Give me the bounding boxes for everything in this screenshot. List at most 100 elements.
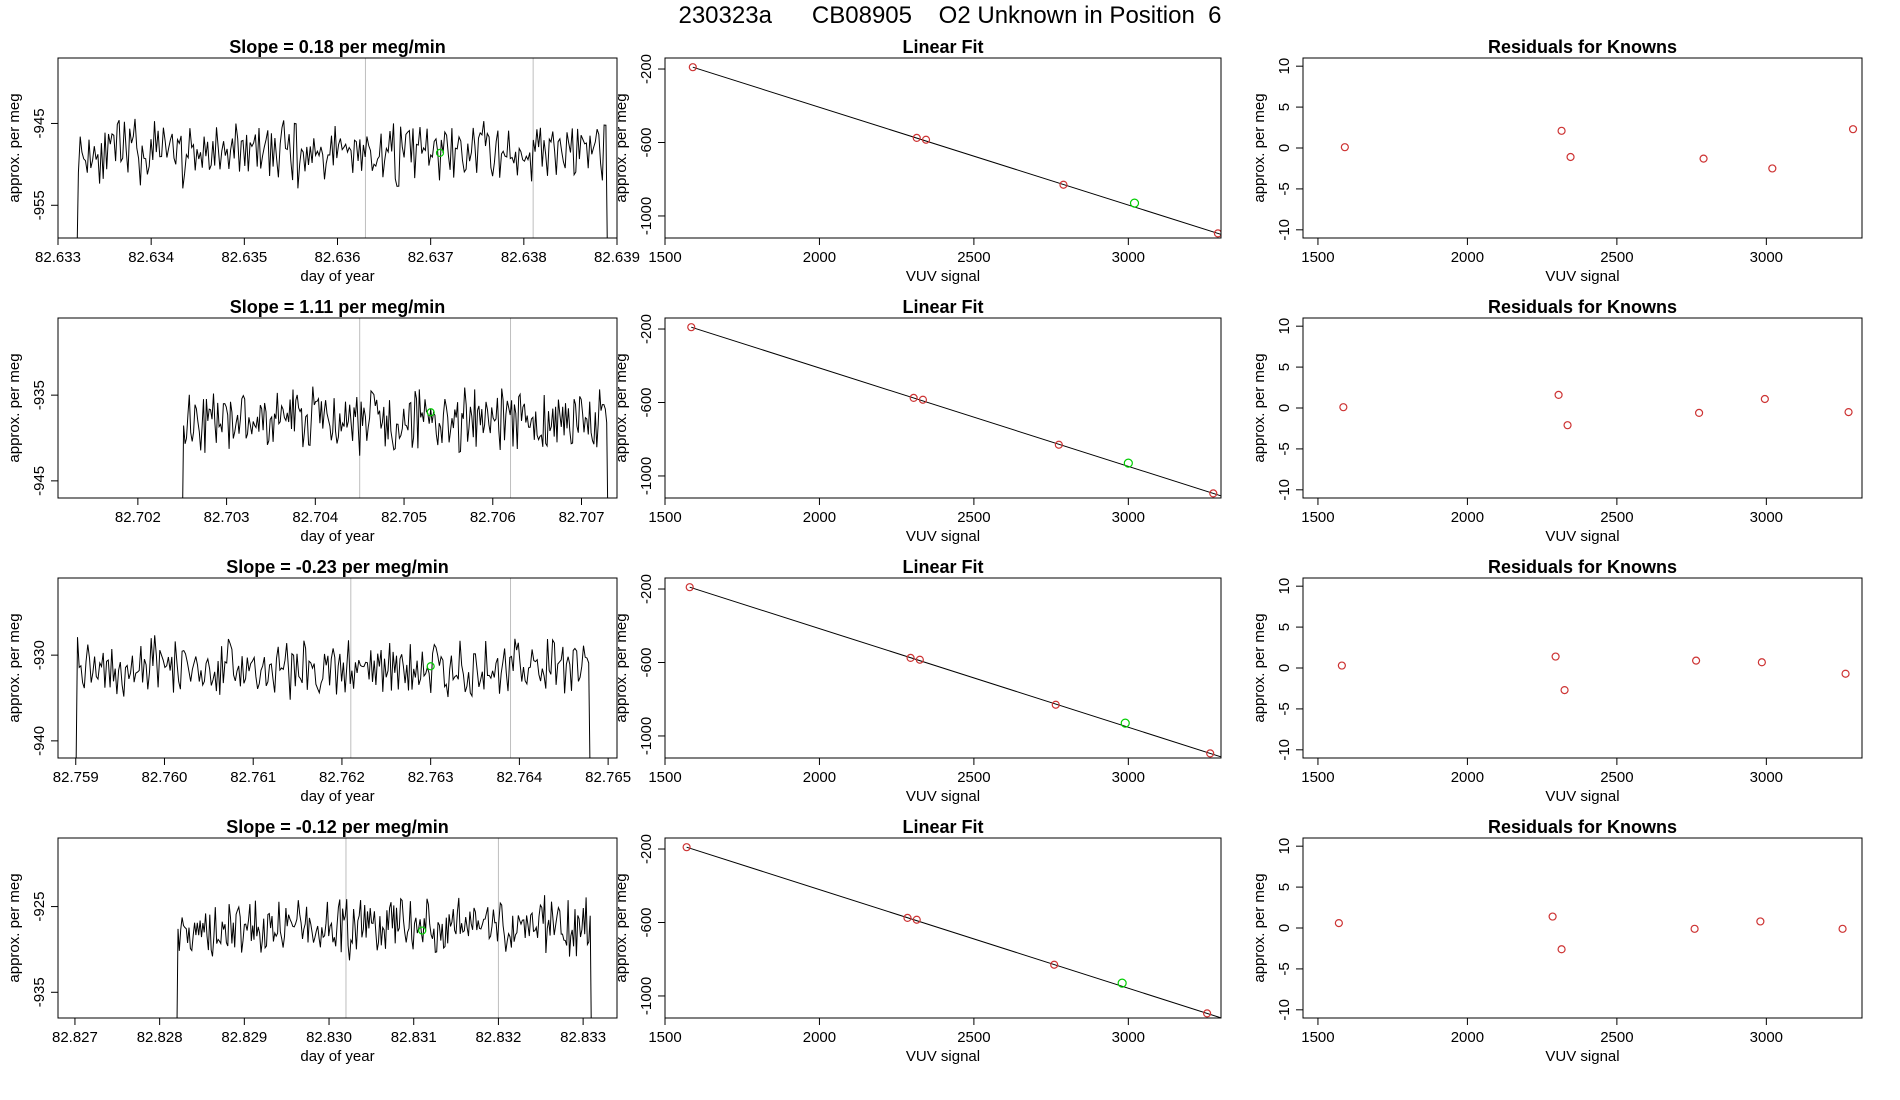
y-tick-label: -945: [31, 108, 48, 138]
x-axis: 1500 2000 2500 3000: [648, 758, 1145, 786]
y-axis-label: approx. per meg: [613, 353, 630, 462]
y-tick-label: -1000: [638, 457, 655, 495]
y-tick-label: 5: [1276, 883, 1293, 891]
y-axis: -200 -600 -1000: [638, 54, 665, 235]
x-axis-label: VUV signal: [1545, 1048, 1619, 1065]
residual-point: [1334, 918, 1343, 928]
x-tick-label: 82.705: [381, 509, 427, 526]
plot-title: Slope = -0.12 per meg/min: [226, 817, 449, 837]
y-tick-label: -200: [638, 574, 655, 604]
y-axis: -930 -940: [31, 640, 58, 756]
unknown-marker: [426, 408, 435, 417]
known-point: [1051, 700, 1060, 709]
plot-frame: [1302, 837, 1863, 1019]
plot-frame: [57, 317, 618, 499]
x-axis: 1500 2000 2500 3000: [1301, 498, 1783, 526]
residual-point: [1339, 403, 1348, 412]
x-tick-label: 82.638: [501, 249, 547, 266]
residual-point: [1848, 125, 1858, 134]
residual-point: [1694, 408, 1704, 418]
y-axis: -200 -600 -1000: [638, 574, 665, 755]
y-tick-label: 5: [1276, 623, 1293, 631]
x-axis-label: day of year: [300, 268, 374, 285]
y-tick-label: -10: [1276, 479, 1293, 501]
time-series: [182, 318, 609, 498]
x-tick-label: 82.827: [52, 1029, 98, 1046]
x-tick-label: 82.634: [128, 249, 174, 266]
x-tick-label: 82.706: [470, 509, 516, 526]
x-tick-label: 82.833: [560, 1029, 606, 1046]
unknown-point: [1123, 458, 1133, 468]
x-tick-label: 2500: [957, 509, 990, 526]
y-tick-label: -600: [638, 387, 655, 417]
x-tick-label: 1500: [648, 1029, 681, 1046]
known-point: [688, 63, 697, 72]
y-tick-label: -935: [31, 977, 48, 1007]
plot-3-3: 1500 2000 2500 3000 10 5 0 -5 -10 Residuals for K…: [1251, 557, 1863, 805]
x-tick-label: 1500: [1301, 1029, 1334, 1046]
residual-point: [1554, 390, 1563, 400]
x-tick-label: 3000: [1750, 509, 1783, 526]
y-tick-label: -945: [31, 466, 48, 496]
plot-4-2: 1500 2000 2500 3000 -200 -600 -1000 Linear Fit V…: [613, 817, 1222, 1065]
residual-point: [1337, 661, 1346, 670]
plot-1-1: 82.633 82.634 82.635 82.636 82.637 82.638 82.6…: [6, 37, 640, 285]
y-axis: 10 5 0 -5 -10: [1276, 838, 1303, 1021]
y-axis: -925 -935: [31, 892, 58, 1007]
y-tick-label: -935: [31, 380, 48, 410]
x-axis-label: day of year: [300, 528, 374, 545]
y-tick-label: -10: [1276, 999, 1293, 1021]
x-tick-label: 3000: [1750, 1029, 1783, 1046]
plot-3-2: 1500 2000 2500 3000 -200 -600 -1000 Linear Fit V…: [613, 557, 1222, 805]
residual-content: [1334, 912, 1847, 954]
plot-frame: [57, 837, 618, 1019]
x-tick-label: 3000: [1112, 509, 1145, 526]
plot-4-3: 1500 2000 2500 3000 10 5 0 -5 -10 Residuals for K…: [1251, 817, 1863, 1065]
x-tick-label: 2500: [1600, 249, 1633, 266]
x-tick-label: 3000: [1112, 769, 1145, 786]
x-tick-label: 2000: [1451, 249, 1484, 266]
y-axis: 10 5 0 -5 -10: [1276, 318, 1303, 501]
plot-4-1: 82.827 82.828 82.829 82.830 82.831 82.832 82.8…: [6, 817, 618, 1065]
time-series: [176, 838, 592, 1018]
known-point: [687, 323, 696, 332]
y-tick-label: 10: [1276, 318, 1293, 335]
y-tick-label: -10: [1276, 739, 1293, 761]
x-tick-label: 82.635: [221, 249, 267, 266]
series-line: [182, 386, 609, 498]
y-tick-label: 10: [1276, 58, 1293, 75]
x-tick-label: 82.832: [475, 1029, 521, 1046]
x-tick-label: 3000: [1112, 249, 1145, 266]
x-axis: 1500 2000 2500 3000: [1301, 238, 1783, 266]
x-axis: 82.633 82.634 82.635 82.636 82.637 82.638 82.6…: [35, 238, 640, 266]
y-axis-label: approx. per meg: [1251, 93, 1268, 202]
x-tick-label: 82.636: [315, 249, 361, 266]
residual-point: [1690, 924, 1699, 933]
plot-title: Slope = 0.18 per meg/min: [229, 37, 446, 57]
y-tick-label: -1000: [638, 977, 655, 1015]
x-tick-label: 82.830: [306, 1029, 352, 1046]
plot-2-2: 1500 2000 2500 3000 -200 -600 -1000 Linear Fit V…: [613, 297, 1222, 545]
residual-point: [1841, 669, 1850, 678]
y-axis-label: approx. per meg: [6, 93, 23, 202]
plot-title: Residuals for Knowns: [1488, 817, 1677, 837]
y-axis: 10 5 0 -5 -10: [1276, 58, 1303, 241]
x-tick-label: 1500: [648, 249, 681, 266]
x-tick-label: 82.762: [319, 769, 365, 786]
y-tick-label: -940: [31, 726, 48, 756]
x-axis-label: VUV signal: [906, 788, 980, 805]
x-tick-label: 2000: [1451, 1029, 1484, 1046]
fit-content: [682, 843, 1221, 1018]
known-point: [1213, 229, 1221, 238]
unknown-marker: [418, 926, 427, 935]
x-axis-label: day of year: [300, 788, 374, 805]
plot-frame: [1302, 577, 1863, 759]
known-point: [1050, 960, 1059, 969]
x-tick-label: 82.828: [137, 1029, 183, 1046]
unknown-point: [1129, 198, 1140, 208]
known-point: [915, 655, 924, 664]
residual-point: [1551, 652, 1560, 661]
x-axis-label: VUV signal: [1545, 528, 1619, 545]
y-tick-label: 10: [1276, 578, 1293, 595]
